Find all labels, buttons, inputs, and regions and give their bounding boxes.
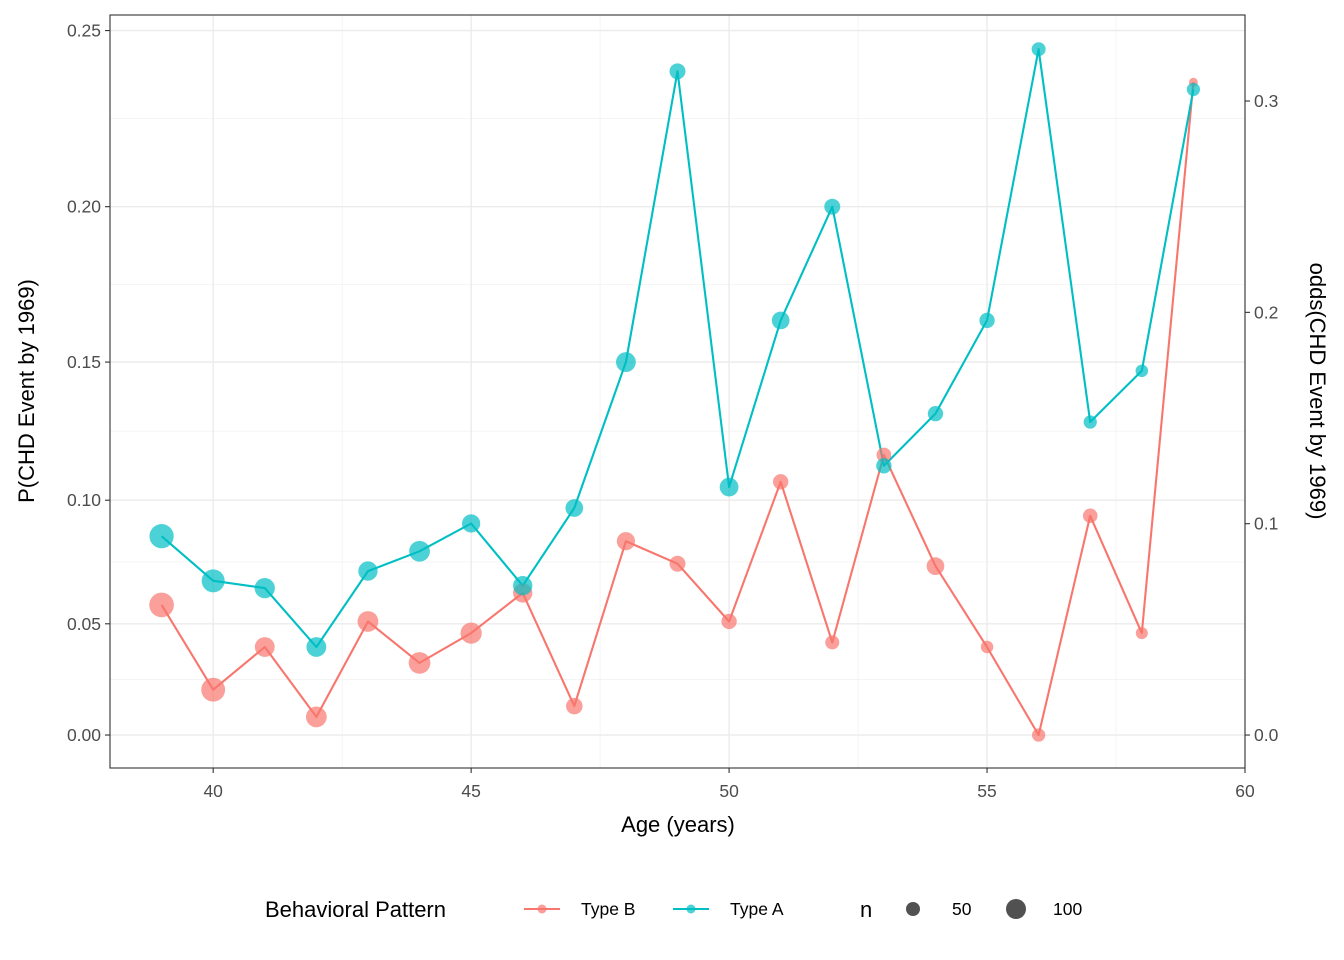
legend-size-label-50: 50: [952, 899, 972, 919]
x-tick-label: 40: [203, 781, 223, 801]
x-axis-title: Age (years): [621, 812, 735, 837]
data-point-type-a: [1135, 364, 1149, 378]
data-point-type-a: [876, 458, 892, 474]
data-point-type-a: [979, 312, 995, 329]
y-tick-label: 0.10: [67, 490, 101, 510]
data-point-type-a: [1186, 82, 1201, 97]
legend-item-type-a: Type A: [673, 899, 784, 919]
legend: Behavioral Pattern Type B Type A n 50 10…: [265, 897, 1082, 922]
data-point-type-b: [408, 652, 431, 674]
data-point-type-b: [1031, 728, 1046, 742]
data-point-type-b: [460, 622, 482, 644]
y-tick-label: 0.25: [67, 21, 101, 41]
y-tick-label: 0.15: [67, 352, 101, 372]
data-point-type-b: [305, 706, 327, 728]
y-right-tick-label: 0.2: [1254, 302, 1278, 322]
data-point-type-a: [358, 561, 378, 581]
data-point-type-a: [824, 198, 841, 215]
x-tick-label: 55: [977, 781, 996, 801]
panel-border: [109, 14, 1246, 769]
legend-item-type-b: Type B: [524, 899, 635, 919]
y-tick-label: 0.05: [67, 614, 101, 634]
data-point-type-b: [773, 474, 789, 490]
data-point-type-a: [719, 477, 739, 497]
legend-color-title: Behavioral Pattern: [265, 897, 446, 922]
data-point-type-b: [825, 635, 840, 650]
data-point-type-a: [462, 514, 481, 533]
data-point-type-b: [1082, 508, 1098, 524]
legend-label-type-a: Type A: [730, 899, 784, 919]
data-point-type-a: [201, 569, 225, 593]
data-point-type-b: [254, 637, 275, 657]
data-point-type-b: [876, 447, 892, 463]
data-point-type-b: [566, 697, 583, 715]
data-point-type-a: [565, 499, 584, 517]
legend-point-type-a: [686, 904, 696, 914]
legend-point-type-b: [537, 904, 547, 914]
x-tick-label: 45: [461, 781, 480, 801]
legend-size-point-50: [906, 902, 920, 916]
data-point-type-a: [927, 405, 944, 422]
data-point-type-b: [980, 640, 994, 654]
legend-size-100: 100: [1006, 899, 1082, 919]
y-right-tick-label: 0.0: [1254, 725, 1279, 745]
data-point-type-b: [721, 613, 737, 630]
data-point-type-a: [669, 63, 686, 80]
data-point-type-b: [1135, 627, 1148, 640]
data-point-type-a: [771, 311, 790, 330]
data-point-type-a: [1083, 415, 1097, 429]
x-tick-label: 60: [1235, 781, 1255, 801]
data-point-type-b: [616, 532, 636, 551]
data-point-type-a: [254, 577, 275, 599]
data-point-type-b: [149, 592, 174, 618]
data-point-type-b: [201, 677, 226, 702]
data-point-type-b: [357, 611, 379, 632]
x-tick-label: 50: [719, 781, 739, 801]
y-right-tick-label: 0.1: [1254, 514, 1278, 534]
data-point-type-b: [669, 555, 686, 572]
y-axis-right-title: odds(CHD Event by 1969): [1305, 263, 1330, 520]
data-point-type-a: [1031, 42, 1046, 57]
legend-label-type-b: Type B: [581, 899, 635, 919]
series-points: [149, 42, 1201, 742]
legend-size-point-100: [1006, 899, 1026, 919]
data-point-type-a: [149, 524, 174, 549]
data-point-type-a: [306, 637, 327, 657]
data-point-type-b: [926, 557, 945, 575]
y-tick-label: 0.00: [67, 725, 101, 745]
data-point-type-a: [513, 576, 533, 596]
legend-size-50: 50: [906, 899, 972, 919]
y-right-tick-label: 0.3: [1254, 91, 1278, 111]
right-y-axis: 0.0 0.1 0.2 0.3: [1245, 91, 1279, 745]
y-axis-title: P(CHD Event by 1969): [14, 279, 39, 503]
legend-size-label-100: 100: [1053, 899, 1082, 919]
y-tick-label: 0.20: [67, 197, 101, 217]
data-point-type-a: [616, 352, 636, 372]
left-y-axis: 0.00 0.05 0.10 0.15 0.20 0.25: [67, 21, 110, 745]
x-axis: 40 45 50 55 60: [203, 768, 1255, 801]
data-point-type-a: [409, 540, 430, 562]
legend-size-title: n: [860, 897, 872, 922]
